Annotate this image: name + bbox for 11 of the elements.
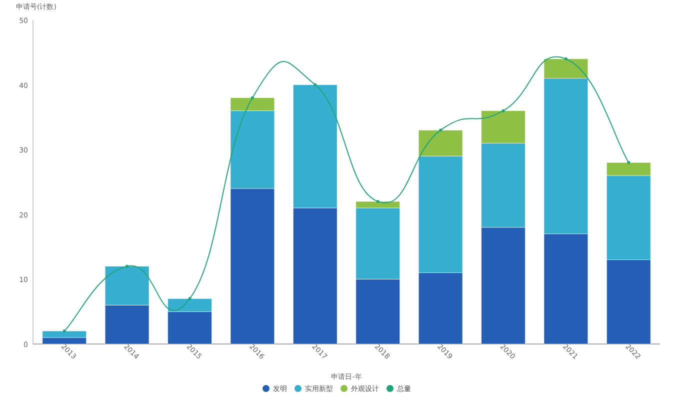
point (439, 128, 442, 132)
point (314, 83, 317, 86)
point (564, 57, 568, 60)
point (62, 330, 66, 333)
point (376, 200, 380, 203)
point (627, 161, 630, 164)
point (126, 264, 129, 268)
point (188, 297, 192, 300)
point (502, 109, 505, 112)
line-series (62, 56, 630, 333)
point (250, 96, 254, 100)
